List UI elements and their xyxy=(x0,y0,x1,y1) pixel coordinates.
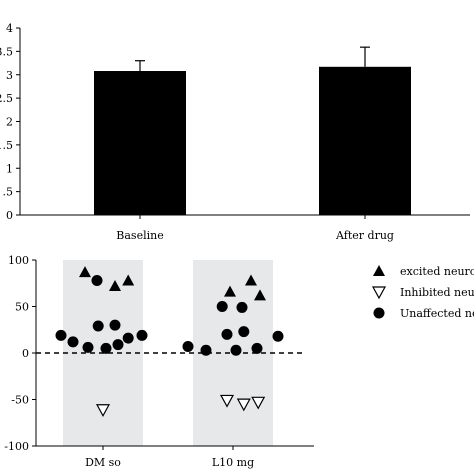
x-category-label: Baseline xyxy=(116,229,163,242)
legend-label-unaffected-neuron: Unaffected neu xyxy=(400,307,474,320)
baseline-vs-drug-bar-chart: 0 .5 1 1.5 2 2.5 3 3.5 4 Baseline After drug xyxy=(0,22,470,242)
unaffected-neuron-point xyxy=(92,320,104,332)
unaffected-neuron-point xyxy=(112,339,124,351)
excited-neuron-point xyxy=(109,280,121,292)
unaffected-neuron-point xyxy=(200,344,212,356)
legend-marker-inhibited-neuron xyxy=(371,286,387,300)
x-category-label: DM so xyxy=(85,456,121,469)
legend-label-inhibited-neuron: Inhibited neuro xyxy=(400,286,474,299)
excited-neuron-point xyxy=(122,274,135,286)
unaffected-neuron-point xyxy=(82,341,94,353)
unaffected-neuron-point xyxy=(100,342,112,354)
bar xyxy=(94,71,186,215)
x-category-label: After drug xyxy=(335,229,394,242)
inhibited-neuron-point xyxy=(251,396,266,410)
unaffected-neuron-point xyxy=(238,326,250,338)
legend-label-excited-neuron: excited neuron xyxy=(400,265,474,278)
unaffected-neuron-point xyxy=(182,340,194,352)
y-tick-label: 0 xyxy=(22,347,29,360)
unaffected-neuron-point xyxy=(109,319,121,331)
inhibited-neuron-point xyxy=(236,398,251,412)
unaffected-neuron-point xyxy=(216,301,228,312)
unaffected-neuron-point xyxy=(221,328,233,340)
unaffected-neuron-point xyxy=(236,301,248,313)
excited-neuron-point xyxy=(224,285,236,297)
y-tick-label: .5 xyxy=(3,186,14,199)
y-tick-label: 4 xyxy=(6,22,13,35)
y-tick-label: 3 xyxy=(6,69,13,82)
y-tick-label: 1 xyxy=(6,162,13,175)
excited-neuron-point xyxy=(245,274,257,286)
excited-neuron-point xyxy=(79,266,91,278)
y-tick-label: -100 xyxy=(4,440,29,453)
y-tick-label: 100 xyxy=(8,254,29,267)
inhibited-neuron-point xyxy=(219,394,235,408)
excited-neuron-point xyxy=(254,289,266,301)
unaffected-neuron-point xyxy=(91,274,103,286)
y-tick-label: 1.5 xyxy=(0,139,13,152)
legend: excited neuron Inhibited neuro Unaffected … xyxy=(371,265,474,320)
y-tick-label: 2 xyxy=(6,116,13,129)
unaffected-neuron-point xyxy=(251,342,263,354)
unaffected-neuron-point xyxy=(136,329,148,341)
unaffected-neuron-point xyxy=(230,344,242,356)
y-tick-label: -50 xyxy=(11,394,29,407)
inhibited-neuron-point xyxy=(95,404,111,417)
unaffected-neuron-point xyxy=(67,336,79,348)
y-tick-label: 3.5 xyxy=(0,45,13,58)
y-tick-label: 0 xyxy=(6,209,13,222)
y-tick-label: 2.5 xyxy=(0,92,13,105)
y-tick-label: 50 xyxy=(15,301,29,314)
unaffected-neuron-point xyxy=(272,330,284,342)
bar xyxy=(319,66,411,216)
legend-marker-excited-neuron xyxy=(373,265,385,276)
legend-marker-unaffected-neuron xyxy=(373,307,385,319)
x-category-label: L10 mg xyxy=(212,456,254,469)
neuron-response-scatter-chart: -100 -50 0 50 100 DM so L10 mg xyxy=(4,254,314,469)
unaffected-neuron-point xyxy=(55,329,67,341)
unaffected-neuron-point xyxy=(122,332,134,344)
